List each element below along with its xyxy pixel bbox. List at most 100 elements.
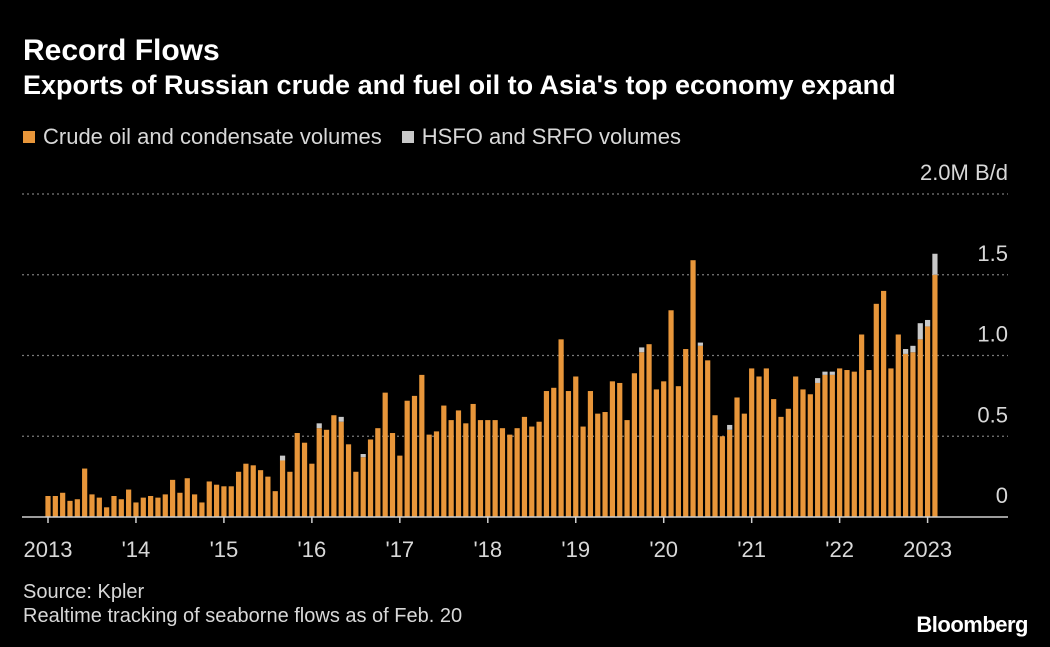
bar-crude — [851, 371, 857, 517]
bar-crude — [639, 352, 645, 517]
bar-crude — [309, 463, 315, 517]
bar-crude — [272, 491, 278, 517]
bar-crude — [250, 465, 256, 517]
bar-crude — [162, 494, 168, 517]
bar-crude — [675, 386, 681, 517]
bar-crude — [617, 382, 623, 517]
bar-crude — [903, 353, 909, 517]
bar-crude — [45, 496, 51, 517]
bar-crude — [177, 492, 183, 517]
x-tick-label: '22 — [825, 537, 854, 562]
bar-crude — [426, 434, 432, 517]
bar-crude — [631, 373, 637, 517]
bar-crude — [82, 468, 88, 517]
bar-crude — [624, 420, 630, 517]
bar-crude — [360, 457, 366, 517]
bar-hsfo — [917, 323, 923, 340]
bar-crude — [316, 428, 322, 517]
bar-crude — [331, 415, 337, 517]
bar-crude — [712, 415, 718, 517]
bar-crude — [345, 444, 352, 517]
x-tick-label: '20 — [649, 537, 678, 562]
bar-crude — [499, 428, 506, 517]
legend-swatch-hsfo — [401, 131, 414, 143]
bar-crude — [749, 368, 755, 517]
bar-crude — [551, 387, 557, 517]
source-note: Source: Kpler — [23, 581, 145, 603]
bar-crude — [741, 413, 747, 517]
x-tick-label: 2023 — [903, 537, 952, 562]
bar-crude — [859, 334, 865, 517]
x-tick-label: '17 — [386, 537, 415, 562]
x-tick-label: '15 — [210, 537, 239, 562]
bar-crude — [140, 497, 146, 517]
bar-crude — [580, 426, 586, 517]
bar-crude — [389, 433, 396, 517]
bar-crude — [367, 439, 374, 517]
bar-crude — [213, 484, 220, 517]
bar-crude — [111, 496, 117, 517]
bar-crude — [126, 489, 132, 517]
bar-crude — [595, 413, 601, 517]
bar-crude — [771, 399, 777, 517]
bar-hsfo — [360, 454, 366, 458]
bar-hsfo — [279, 455, 286, 461]
bar-hsfo — [932, 253, 938, 275]
x-tick-label: '14 — [122, 537, 151, 562]
x-tick-label: '16 — [298, 537, 327, 562]
bar-crude — [558, 339, 564, 517]
bar-crude — [785, 408, 791, 517]
bar-crude — [74, 499, 80, 517]
bar-crude — [265, 476, 271, 518]
bar-crude — [697, 345, 703, 517]
x-tick-label: '18 — [473, 537, 502, 562]
bar-crude — [221, 486, 227, 517]
bar-crude — [433, 431, 440, 517]
bar-crude — [917, 339, 923, 517]
bar-crude — [448, 420, 454, 517]
legend: Crude oil and condensate volumes HSFO an… — [23, 124, 681, 150]
bar-crude — [104, 507, 110, 517]
y-tick-label: 1.0 — [977, 322, 1008, 347]
bar-crude — [756, 376, 762, 517]
chart-subtitle: Exports of Russian crude and fuel oil to… — [23, 70, 896, 100]
bar-crude — [353, 471, 359, 517]
bar-crude — [148, 496, 154, 517]
bar-crude — [184, 478, 190, 517]
bar-crude — [67, 500, 73, 517]
bar-crude — [683, 349, 689, 517]
bar-crude — [829, 374, 835, 517]
legend-label-hsfo: HSFO and SRFO volumes — [421, 124, 681, 149]
bar-crude — [404, 400, 410, 517]
bar-hsfo — [903, 349, 909, 354]
legend-swatch-crude — [23, 131, 35, 143]
bar-crude — [653, 389, 659, 517]
bar-crude — [96, 497, 102, 517]
bar-crude — [609, 381, 616, 517]
bar-crude — [815, 382, 821, 517]
bar-crude — [419, 374, 425, 517]
bar-crude — [661, 381, 667, 517]
bar-crude — [932, 274, 938, 517]
bar-crude — [375, 428, 381, 517]
bar-crude — [257, 470, 264, 517]
bar-crude — [199, 502, 205, 517]
bar-crude — [514, 428, 520, 517]
bar-crude — [573, 376, 579, 517]
bar-crude — [301, 442, 308, 517]
chart-title: Record Flows — [23, 34, 220, 67]
bar-crude — [822, 374, 828, 517]
bar-crude — [279, 460, 286, 517]
bar-crude — [763, 368, 769, 517]
bar-hsfo — [697, 342, 703, 346]
bar-crude — [793, 376, 799, 517]
bar-crude — [543, 391, 550, 517]
bar-hsfo — [822, 371, 828, 375]
bar-crude — [89, 494, 95, 517]
bar-crude — [338, 421, 344, 517]
bar-hsfo — [925, 319, 931, 327]
bar-crude — [477, 420, 484, 517]
bar-crude — [235, 471, 242, 517]
legend-label-crude: Crude oil and condensate volumes — [43, 124, 382, 149]
